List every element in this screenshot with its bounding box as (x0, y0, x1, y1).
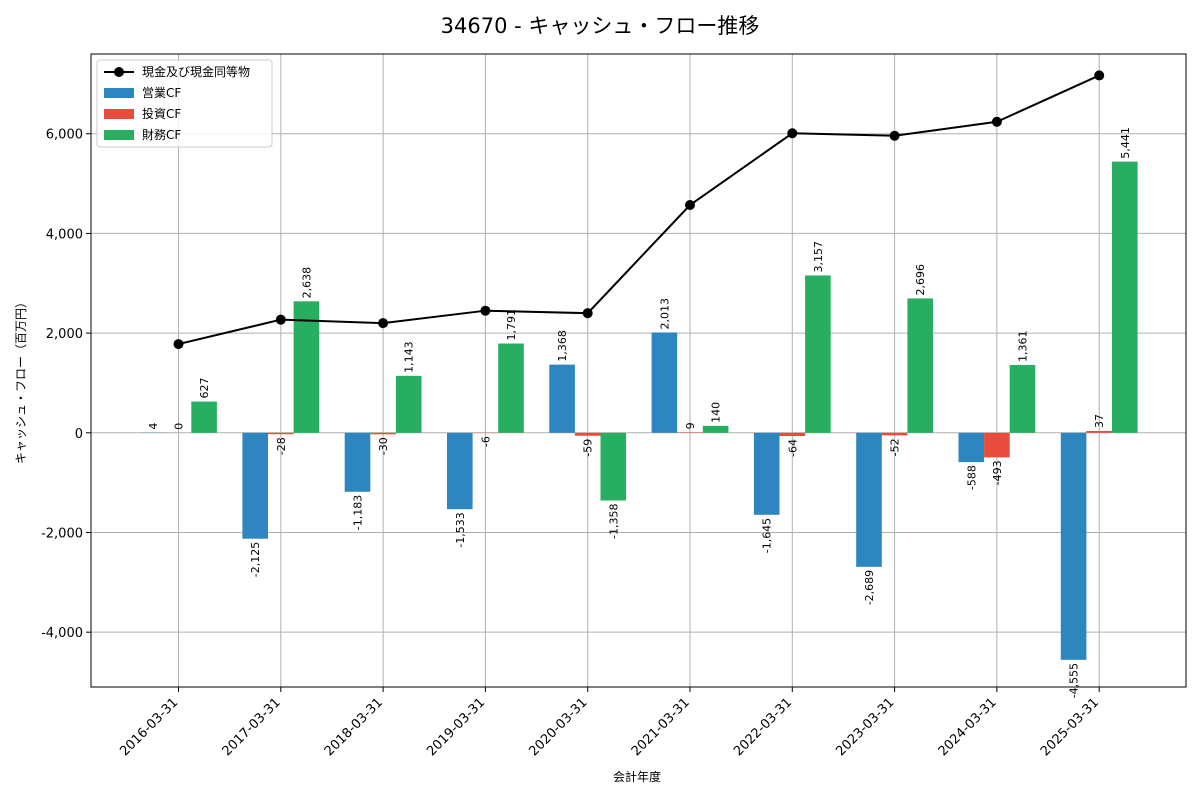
legend-bar-swatch (104, 109, 134, 119)
data-label: 1,361 (1017, 330, 1030, 362)
y-tick-label: 0 (75, 427, 83, 442)
legend-bar-swatch (104, 88, 134, 98)
cash-line-point (787, 128, 797, 138)
cash-line-point (685, 200, 695, 210)
data-label: -30 (377, 437, 390, 455)
bar (1086, 431, 1112, 433)
x-tick-label: 2017-03-31 (220, 695, 284, 759)
x-tick-label: 2021-03-31 (629, 695, 693, 759)
x-tick-label: 2025-03-31 (1038, 695, 1102, 759)
bar (780, 433, 806, 436)
data-label: -64 (786, 439, 799, 457)
data-label: 37 (1093, 414, 1106, 428)
cash-line-point (992, 117, 1002, 127)
bar (370, 433, 396, 434)
y-tick-label: -2,000 (41, 526, 83, 541)
bar (907, 298, 933, 432)
x-tick-label: 2018-03-31 (322, 695, 386, 759)
data-label: -1,183 (352, 495, 365, 530)
bar (754, 433, 780, 515)
bar (191, 402, 217, 433)
bar (652, 332, 678, 432)
cash-line-point (1094, 70, 1104, 80)
bar (396, 376, 422, 433)
data-label: 1,791 (505, 309, 518, 341)
y-tick-label: -4,000 (41, 626, 83, 641)
data-label: 0 (173, 423, 186, 430)
x-tick-label: 2023-03-31 (833, 695, 897, 759)
cash-line-point (378, 318, 388, 328)
bar (1061, 433, 1087, 660)
y-tick-label: 4,000 (46, 227, 83, 242)
data-label: -59 (582, 439, 595, 457)
data-label: 2,696 (914, 264, 927, 296)
data-label: 2,638 (300, 267, 313, 299)
y-axis-label: キャッシュ・フロー（百万円） (14, 296, 28, 464)
data-label: 1,368 (556, 330, 569, 362)
x-tick-label: 2019-03-31 (424, 695, 488, 759)
legend-bar-swatch (104, 130, 134, 140)
data-label: -493 (991, 460, 1004, 485)
bar (345, 433, 371, 492)
data-label: 2,013 (658, 298, 671, 330)
data-label: -4,555 (1068, 663, 1081, 698)
data-label: -2,689 (863, 570, 876, 605)
x-axis-label: 会計年度 (613, 769, 661, 784)
data-label: -2,125 (249, 542, 262, 577)
data-label: 4 (147, 423, 160, 430)
legend-label: 現金及び現金同等物 (142, 64, 250, 79)
cash-line-point (174, 339, 184, 349)
data-label: -588 (965, 465, 978, 490)
y-tick-label: 2,000 (46, 327, 83, 342)
data-label: 627 (198, 378, 211, 399)
data-label: 5,441 (1119, 127, 1132, 159)
cash-line-point (276, 315, 286, 325)
bar (1112, 162, 1138, 433)
cash-line-point (583, 308, 593, 318)
data-label: 3,157 (812, 241, 825, 273)
bar (601, 433, 627, 501)
bar (498, 344, 524, 433)
data-label: -6 (479, 436, 492, 447)
bar (268, 433, 294, 434)
data-label: -1,533 (454, 512, 467, 547)
legend-label: 投資CF (142, 106, 181, 121)
data-label: -1,358 (607, 503, 620, 538)
bar (882, 433, 908, 436)
bar (805, 275, 831, 432)
y-tick-label: 6,000 (46, 128, 83, 143)
bar (984, 433, 1010, 458)
data-label: -28 (275, 437, 288, 455)
x-tick-label: 2024-03-31 (936, 695, 1000, 759)
bar (575, 433, 601, 436)
bar (856, 433, 882, 567)
bar (447, 433, 473, 509)
chart-title: 34670 - キャッシュ・フロー推移 (441, 14, 760, 38)
bar (703, 426, 729, 433)
cash-line-point (890, 131, 900, 141)
data-label: 1,143 (403, 341, 416, 373)
bar (549, 365, 575, 433)
bars (140, 162, 1138, 660)
data-label: 140 (710, 402, 723, 423)
bar (959, 433, 985, 462)
x-tick-label: 2016-03-31 (117, 695, 181, 759)
legend-label: 営業CF (142, 86, 181, 100)
data-label: -1,645 (761, 518, 774, 553)
legend-marker (114, 67, 124, 77)
bar (242, 433, 268, 539)
data-label: 9 (684, 422, 697, 429)
legend-label: 財務CF (142, 127, 181, 142)
x-tick-label: 2022-03-31 (731, 695, 795, 759)
data-label: -52 (889, 438, 902, 456)
bar (1010, 365, 1036, 433)
cash-line-point (480, 306, 490, 316)
x-tick-label: 2020-03-31 (526, 695, 590, 759)
